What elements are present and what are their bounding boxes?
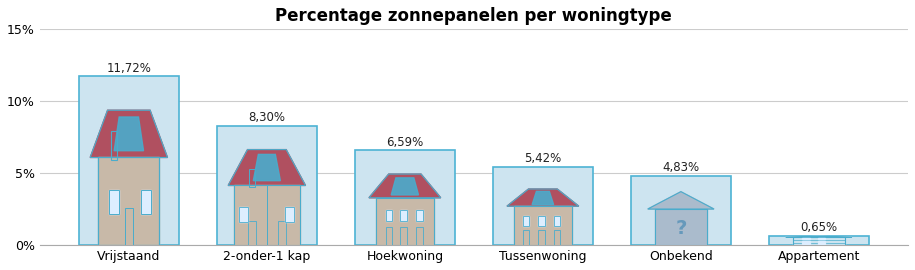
Bar bbox=[554, 230, 560, 245]
Bar bbox=[141, 190, 151, 214]
Bar bbox=[285, 207, 295, 222]
Bar bbox=[217, 126, 317, 245]
Bar bbox=[522, 230, 529, 245]
Bar bbox=[355, 150, 455, 245]
Bar bbox=[249, 169, 254, 187]
Bar bbox=[493, 167, 593, 245]
Bar bbox=[376, 198, 434, 245]
Bar bbox=[400, 227, 406, 245]
Bar bbox=[538, 216, 544, 226]
Bar bbox=[386, 227, 393, 245]
Bar bbox=[554, 216, 560, 226]
Bar bbox=[654, 209, 707, 245]
Bar bbox=[400, 227, 406, 245]
Bar bbox=[631, 176, 730, 245]
Bar bbox=[818, 243, 825, 244]
Bar bbox=[285, 207, 295, 222]
Bar bbox=[802, 238, 810, 239]
Polygon shape bbox=[114, 117, 144, 151]
Bar bbox=[400, 210, 406, 221]
Bar bbox=[239, 207, 248, 222]
Polygon shape bbox=[392, 178, 418, 195]
Bar bbox=[554, 230, 560, 245]
Bar bbox=[416, 227, 423, 245]
Bar bbox=[554, 216, 560, 226]
Bar bbox=[277, 221, 285, 245]
Bar bbox=[249, 169, 254, 187]
Bar bbox=[770, 236, 868, 245]
Bar bbox=[522, 216, 529, 226]
Polygon shape bbox=[507, 189, 579, 206]
Title: Percentage zonnepanelen per woningtype: Percentage zonnepanelen per woningtype bbox=[275, 7, 673, 25]
Text: 6,59%: 6,59% bbox=[386, 136, 424, 148]
Bar bbox=[792, 237, 845, 245]
Bar bbox=[416, 227, 423, 245]
Bar bbox=[514, 206, 572, 245]
Polygon shape bbox=[533, 191, 554, 205]
Bar bbox=[386, 210, 393, 221]
Bar bbox=[386, 210, 393, 221]
Bar bbox=[109, 190, 119, 214]
Bar bbox=[514, 206, 572, 245]
Bar bbox=[792, 237, 845, 245]
Text: ?: ? bbox=[675, 220, 686, 238]
Text: 4,83%: 4,83% bbox=[662, 161, 699, 174]
Bar bbox=[111, 131, 117, 160]
Bar bbox=[99, 157, 159, 245]
Bar bbox=[248, 221, 256, 245]
Bar bbox=[109, 190, 119, 214]
Polygon shape bbox=[91, 110, 167, 157]
Bar bbox=[818, 238, 825, 239]
Bar bbox=[99, 157, 159, 245]
Bar bbox=[416, 210, 423, 221]
Bar bbox=[376, 198, 434, 245]
Bar bbox=[239, 207, 248, 222]
Bar bbox=[124, 208, 133, 245]
Bar bbox=[400, 210, 406, 221]
Bar bbox=[277, 221, 285, 245]
Text: 11,72%: 11,72% bbox=[106, 62, 151, 75]
Bar bbox=[111, 131, 117, 160]
Bar bbox=[654, 209, 707, 245]
Bar bbox=[233, 185, 300, 245]
Bar bbox=[538, 230, 544, 245]
Bar bbox=[416, 210, 423, 221]
Bar bbox=[802, 243, 810, 244]
Text: 5,42%: 5,42% bbox=[524, 153, 562, 166]
Bar bbox=[386, 227, 393, 245]
Bar bbox=[538, 230, 544, 245]
Text: 8,30%: 8,30% bbox=[248, 111, 285, 124]
Bar bbox=[538, 216, 544, 226]
Bar bbox=[522, 230, 529, 245]
Bar bbox=[522, 216, 529, 226]
Polygon shape bbox=[228, 150, 306, 185]
Bar bbox=[802, 241, 810, 242]
Text: 0,65%: 0,65% bbox=[801, 221, 837, 234]
Bar bbox=[124, 208, 133, 245]
Polygon shape bbox=[648, 192, 714, 209]
Bar bbox=[818, 241, 825, 242]
Bar bbox=[248, 221, 256, 245]
Polygon shape bbox=[253, 154, 280, 181]
Bar bbox=[141, 190, 151, 214]
Bar bbox=[80, 76, 178, 245]
Bar bbox=[233, 185, 300, 245]
Polygon shape bbox=[369, 174, 441, 198]
